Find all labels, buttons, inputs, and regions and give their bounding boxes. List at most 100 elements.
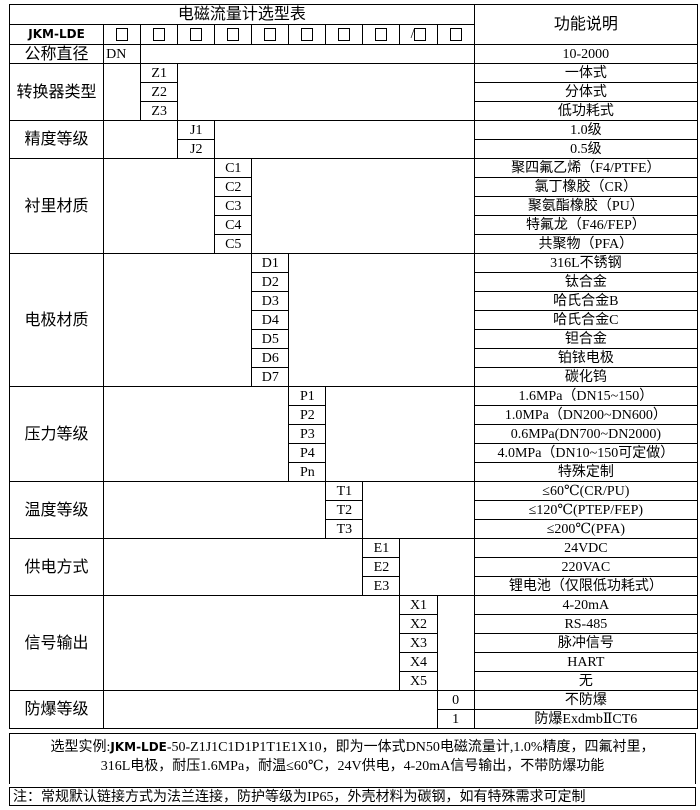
selection-table: 电磁流量计选型表 功能说明 JKM-LDE / 公称直径 DN 10-2000 转换器… [8, 4, 699, 729]
empty-cell [103, 595, 401, 691]
slot-box-icon [264, 28, 277, 42]
group-label: 供电方式 [8, 538, 105, 596]
table-row: P4 4.0MPa（DN10~150可定做） [10, 443, 699, 463]
table-row: 防爆等级 0 不防爆 [8, 690, 699, 729]
group-label: 精度等级 [8, 120, 105, 159]
option-code: E2 [362, 557, 401, 577]
empty-cell [103, 120, 179, 159]
option-description: 4-20mA [473, 595, 699, 615]
code-slot [103, 24, 142, 45]
option-code: X3 [399, 633, 438, 653]
table-row: 1 防爆ExdmbⅡCT6 [10, 709, 699, 729]
table-row: 信号输出 X1 4-20mA [8, 595, 699, 691]
option-code: X1 [399, 595, 438, 615]
slot-box-icon [116, 28, 129, 42]
code-slot [325, 24, 364, 45]
example-line-1: 选型实例:JKM-LDE-50-Z1J1C1D1P1T1E1X10，即为一体式D… [10, 738, 695, 757]
option-description: 1.0级 [473, 120, 699, 140]
option-description: 锂电池（仅限低功耗式） [473, 576, 699, 596]
option-description: HART [473, 652, 699, 672]
table-row: 温度等级 T1 ≤60℃(CR/PU) [8, 481, 699, 539]
table-title: 电磁流量计选型表 [9, 4, 475, 25]
option-code: D4 [251, 310, 290, 330]
option-description: 哈氏合金C [473, 310, 699, 330]
option-code: C4 [214, 215, 253, 235]
table-row: 压力等级 P1 1.6MPa（DN15~150） [8, 386, 699, 482]
table-row: T3 ≤200℃(PFA) [10, 519, 699, 539]
slot-box-icon [375, 28, 388, 42]
option-description: 低功耗式 [473, 101, 699, 121]
empty-cell [103, 253, 253, 387]
option-code: P1 [288, 386, 327, 406]
option-description: 0.5级 [473, 139, 699, 159]
option-code: P2 [288, 405, 327, 425]
option-code: T3 [325, 519, 364, 539]
option-code: Z1 [140, 63, 179, 83]
example-model: JKM-LDE [110, 740, 167, 754]
empty-cell [103, 538, 364, 596]
option-description: ≤60℃(CR/PU) [473, 481, 699, 501]
option-code: E1 [362, 538, 401, 558]
table-row: C5 共聚物（PFA） [10, 234, 699, 254]
slot-box-icon [338, 28, 351, 42]
group-label: 防爆等级 [8, 690, 105, 729]
empty-cell [103, 690, 438, 729]
option-code: 0 [436, 690, 475, 710]
option-description: 铂铱电极 [473, 348, 699, 368]
table-row: C3 聚氨酯橡胶（PU） [10, 196, 699, 216]
example-line-2: 316L电极，耐压1.6MPa，耐温≤60℃，24V供电，4-20mA信号输出，… [100, 759, 605, 774]
option-code: D3 [251, 291, 290, 311]
option-description: 316L不锈钢 [473, 253, 699, 273]
option-description: 碳化钨 [473, 367, 699, 387]
option-description: 220VAC [473, 557, 699, 577]
option-description: 共聚物（PFA） [473, 234, 699, 254]
option-description: 钛合金 [473, 272, 699, 292]
empty-cell [399, 538, 475, 596]
option-description: 1.6MPa（DN15~150） [473, 386, 699, 406]
option-code: X5 [399, 671, 438, 691]
group-label: 温度等级 [8, 481, 105, 539]
option-code: T2 [325, 500, 364, 520]
empty-cell [436, 595, 475, 691]
code-slot [251, 24, 290, 45]
option-code: D7 [251, 367, 290, 387]
option-description: 24VDC [473, 538, 699, 558]
option-code: X2 [399, 614, 438, 634]
code-slot [214, 24, 253, 45]
group-label: 压力等级 [8, 386, 105, 482]
option-description: 脉冲信号 [473, 633, 699, 653]
title-row: 电磁流量计选型表 功能说明 [9, 4, 699, 45]
example-text: -50-Z1J1C1D1P1T1E1X10，即为一体式DN50电磁流量计,1.0… [166, 740, 655, 755]
option-code: Pn [288, 462, 327, 482]
option-code: Z2 [140, 82, 179, 102]
option-description: 0.6MPa(DN700~DN2000) [473, 424, 699, 444]
option-description: 1.0MPa（DN200~DN600） [473, 405, 699, 425]
empty-cell [362, 481, 475, 539]
table-row: 公称直径 DN 10-2000 [8, 44, 699, 64]
table-row: 供电方式 E1 24VDC [8, 538, 699, 596]
slot-box-icon [414, 28, 427, 42]
option-code: P3 [288, 424, 327, 444]
table-row: 转换器类型 Z1 一体式 [8, 63, 699, 121]
empty-cell [251, 158, 475, 254]
option-code: E3 [362, 576, 401, 596]
table-row: T2 ≤120℃(PTEP/FEP) [10, 500, 699, 520]
slot-box-icon [301, 28, 314, 42]
note: 注：常规默认链接方式为法兰连接，防护等级为IP65，外壳材料为碳钢，如有特殊需求… [9, 787, 696, 806]
option-description: ≤120℃(PTEP/FEP) [473, 500, 699, 520]
code-slot [288, 24, 327, 45]
option-description: 无 [473, 671, 699, 691]
table-row: E2 220VAC [10, 557, 699, 577]
group-label: 信号输出 [8, 595, 105, 691]
empty-cell [214, 120, 475, 159]
empty-cell [103, 386, 290, 482]
option-description: 钽合金 [473, 329, 699, 349]
group-label: 转换器类型 [8, 63, 105, 121]
option-description: 分体式 [473, 82, 699, 102]
option-code: J1 [177, 120, 216, 140]
option-code: DN [103, 44, 142, 64]
slot-box-icon [227, 28, 240, 42]
selection-example: 选型实例:JKM-LDE-50-Z1J1C1D1P1T1E1X10，即为一体式D… [9, 733, 696, 784]
option-description: 10-2000 [473, 44, 699, 64]
option-code: T1 [325, 481, 364, 501]
